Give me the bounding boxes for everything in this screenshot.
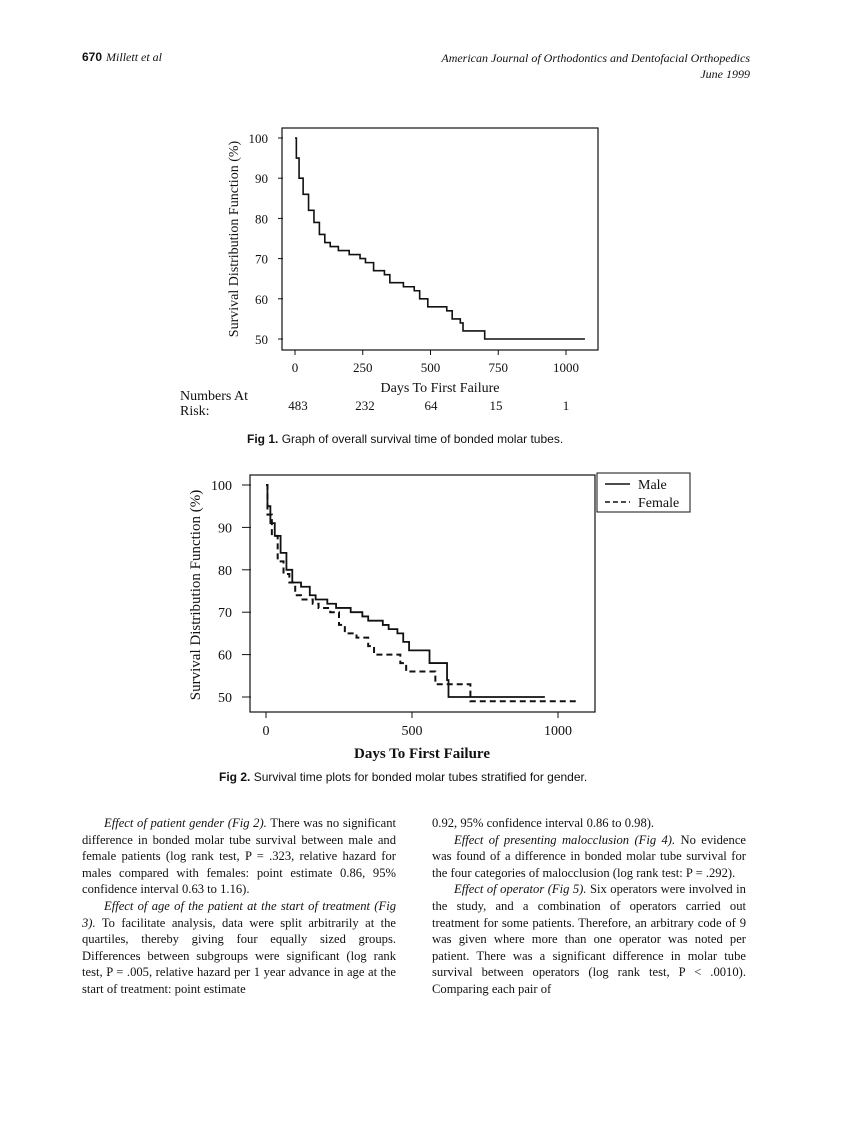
plot-frame (281, 127, 599, 351)
y-tick-label: 60 (218, 649, 232, 664)
y-tick-label: 80 (218, 564, 232, 579)
y-tick-label: 100 (211, 479, 232, 494)
numbers-at-risk-label: Numbers At (180, 389, 248, 404)
paragraph-heading: Effect of operator (Fig 5). (454, 882, 587, 897)
legend-label-male: Male (638, 478, 667, 493)
running-header-left: 670 Millett et al (82, 50, 162, 65)
y-tick-label: 80 (255, 211, 268, 226)
numbers-at-risk-label: Risk: (180, 404, 210, 419)
journal-title: American Journal of Orthodontics and Den… (441, 51, 750, 65)
survival-curve-female (266, 484, 579, 703)
figure-2-caption: Fig 2. Survival time plots for bonded mo… (219, 770, 588, 784)
x-tick-label: 500 (402, 724, 423, 739)
x-tick-label: 750 (489, 360, 509, 375)
x-tick-label: 250 (353, 360, 373, 375)
paragraph-text: There was no significant difference in b… (82, 816, 396, 897)
paragraph: Effect of presenting malocclusion (Fig 4… (432, 832, 746, 882)
plot-frame (249, 474, 596, 713)
y-tick-label: 70 (255, 252, 268, 267)
y-tick-label: 50 (218, 691, 232, 706)
paragraph-text: 0.92, 95% confidence interval 0.86 to 0.… (432, 816, 655, 830)
x-tick-label: 0 (263, 724, 270, 739)
y-tick-label: 100 (249, 131, 269, 146)
survival-curve-male (266, 484, 545, 698)
paragraph-heading: Effect of age of the patient at the star… (82, 898, 396, 930)
x-axis-label: Days To First Failure (354, 746, 490, 762)
survival-curve-overall (295, 137, 585, 340)
x-tick-label: 1000 (544, 724, 572, 739)
legend-box (596, 472, 691, 513)
y-tick-label: 70 (218, 606, 232, 621)
y-tick-label: 60 (255, 292, 268, 307)
paragraph-text: Six operators were involved in the study… (432, 882, 746, 996)
number-at-risk: 15 (490, 398, 503, 413)
number-at-risk: 483 (288, 398, 308, 413)
authors: Millett et al (106, 50, 163, 64)
page-number: 670 (82, 50, 103, 64)
running-header-right: American Journal of Orthodontics and Den… (441, 50, 750, 82)
figure-1-caption: Fig 1. Graph of overall survival time of… (247, 432, 564, 446)
x-axis-label: Days To First Failure (381, 381, 500, 396)
body-column-right: 0.92, 95% confidence interval 0.86 to 0.… (432, 815, 746, 998)
paragraph-heading: Effect of presenting malocclusion (Fig 4… (454, 832, 676, 847)
y-axis-label: Survival Distribution Function (%) (188, 490, 204, 700)
number-at-risk: 1 (563, 398, 570, 413)
number-at-risk: 232 (355, 398, 375, 413)
legend-label-female: Female (638, 496, 679, 511)
issue-date: June 1999 (700, 67, 750, 81)
x-tick-label: 1000 (553, 360, 579, 375)
y-tick-label: 50 (255, 332, 268, 347)
paragraph-text: To facilitate analysis, data were split … (82, 915, 396, 996)
paragraph: Effect of age of the patient at the star… (82, 898, 396, 998)
paragraph: Effect of patient gender (Fig 2). There … (82, 815, 396, 898)
x-tick-label: 0 (292, 360, 299, 375)
y-tick-label: 90 (218, 521, 232, 536)
y-tick-label: 90 (255, 171, 268, 186)
paragraph-text: No evidence was found of a difference in… (432, 832, 746, 880)
x-tick-label: 500 (421, 360, 441, 375)
paragraph: Effect of operator (Fig 5). Six operator… (432, 881, 746, 997)
paragraph: 0.92, 95% confidence interval 0.86 to 0.… (432, 815, 746, 832)
body-column-left: Effect of patient gender (Fig 2). There … (82, 815, 396, 998)
paragraph-heading: Effect of patient gender (Fig 2). (104, 816, 267, 830)
number-at-risk: 64 (425, 398, 439, 413)
y-axis-label: Survival Distribution Function (%) (227, 140, 242, 337)
